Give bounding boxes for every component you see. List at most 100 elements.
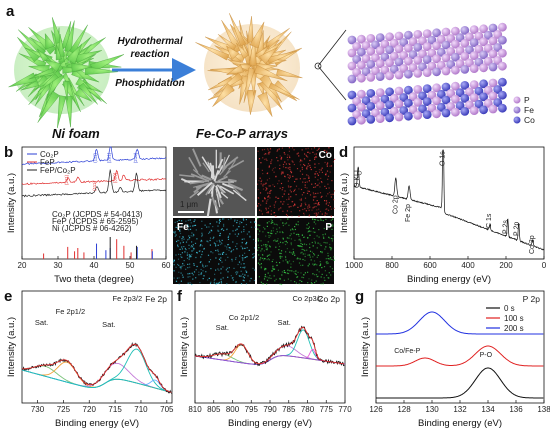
map-dot — [294, 239, 296, 241]
map-dot — [236, 222, 238, 224]
map-dot — [219, 232, 221, 235]
atom — [451, 107, 460, 117]
map-dot — [218, 258, 221, 260]
map-dot — [309, 194, 312, 196]
co2p-annot: Sat. — [216, 323, 229, 332]
map-dot — [200, 239, 202, 241]
map-dot — [301, 246, 303, 248]
map-dot — [265, 209, 267, 211]
map-dot — [215, 245, 217, 247]
map-dot — [269, 245, 271, 248]
map-dot — [306, 187, 308, 189]
map-dot — [218, 269, 220, 271]
atom — [404, 98, 413, 108]
map-dot — [308, 226, 310, 228]
map-dot — [269, 246, 271, 248]
map-dot — [320, 169, 322, 171]
map-dot — [254, 242, 256, 244]
p2p-trace — [376, 345, 544, 367]
map-dot — [306, 249, 308, 251]
map-dot — [280, 219, 282, 221]
survey-x-tick-label: 200 — [499, 261, 513, 270]
map-dot — [191, 246, 194, 248]
map-dot — [239, 223, 241, 225]
map-dot — [215, 249, 217, 252]
map-dot — [286, 210, 288, 212]
map-dot — [258, 158, 261, 160]
map-dot — [285, 167, 287, 169]
map-dot — [243, 263, 245, 265]
map-dot — [288, 150, 290, 152]
map-dot — [174, 221, 176, 223]
map-dot — [301, 149, 303, 151]
map-dot — [289, 163, 291, 165]
map-dot — [264, 198, 266, 200]
atom — [394, 86, 404, 96]
map-dot — [236, 272, 239, 274]
atom — [460, 26, 470, 35]
map-dot — [183, 238, 185, 240]
map-dot — [257, 168, 259, 170]
map-dot — [298, 258, 300, 260]
map-dot — [312, 227, 315, 229]
foam-spike — [57, 95, 67, 129]
map-dot — [227, 271, 229, 273]
xrd-x-tick-label: 60 — [162, 261, 171, 270]
map-dot — [264, 228, 266, 230]
map-dot — [265, 202, 267, 204]
map-dot — [329, 257, 332, 259]
atom — [385, 58, 394, 68]
map-dot — [242, 279, 244, 281]
map-dot — [304, 253, 306, 255]
map-dot — [229, 247, 231, 249]
map-dot — [307, 165, 309, 167]
map-dot — [285, 213, 288, 216]
co2p-x-tick-label: 805 — [207, 405, 221, 414]
map-dot — [264, 269, 266, 271]
map-dot — [288, 186, 290, 188]
map-dot — [273, 275, 275, 277]
map-dot — [188, 235, 190, 237]
map-dot — [279, 283, 281, 285]
map-dot — [271, 159, 273, 161]
map-dot — [267, 148, 269, 150]
map-dot — [317, 275, 319, 277]
map-dot — [245, 283, 248, 285]
map-dot — [265, 158, 267, 160]
map-dot — [250, 221, 252, 223]
map-dot — [187, 224, 189, 226]
map-dot — [326, 213, 328, 215]
map-dot — [290, 233, 292, 235]
map-dot — [268, 221, 270, 223]
map-dot — [288, 147, 290, 149]
atom — [498, 77, 507, 87]
map-dot — [266, 153, 268, 155]
map-dot — [329, 165, 331, 167]
map-dot — [328, 224, 330, 226]
map-dot — [303, 243, 306, 245]
map-dot — [316, 256, 318, 258]
map-dot — [279, 255, 281, 257]
p2p-x-tick-label: 132 — [453, 405, 467, 414]
map-dot — [175, 280, 178, 282]
map-dot — [272, 227, 274, 229]
foam-spike — [55, 44, 62, 61]
map-dot — [223, 251, 225, 254]
map-dot — [327, 277, 329, 279]
atom — [451, 26, 460, 36]
map-dot — [224, 259, 227, 261]
map-dot — [220, 280, 222, 282]
map-dot — [267, 254, 269, 256]
map-dot — [320, 276, 322, 278]
atom — [488, 104, 498, 114]
map-dot — [308, 204, 310, 206]
map-dot — [189, 272, 191, 275]
map-dot — [328, 147, 330, 149]
map-dot — [187, 263, 189, 265]
atom — [479, 24, 488, 34]
map-dot — [327, 204, 329, 206]
map-dot — [178, 264, 180, 266]
map-dot — [260, 180, 262, 183]
map-dot — [221, 243, 223, 245]
map-dot — [328, 202, 330, 204]
